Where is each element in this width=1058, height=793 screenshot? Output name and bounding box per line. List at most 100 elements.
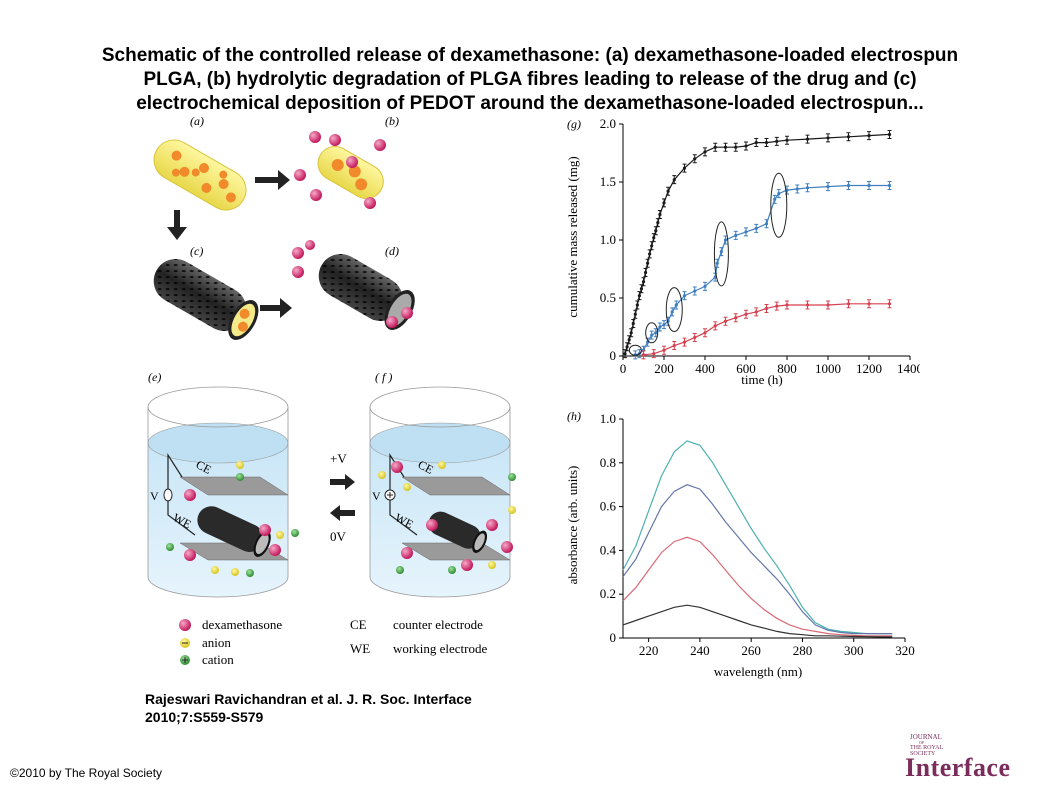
data-point <box>627 338 631 342</box>
svg-text:THE ROYAL: THE ROYAL <box>910 745 943 751</box>
data-point <box>713 324 717 328</box>
data-point <box>623 352 627 356</box>
loaded-fibre <box>153 139 247 211</box>
data-point <box>795 187 799 191</box>
chart-g-ylabel: cumulative mass released (mg) <box>565 156 580 317</box>
x-tick-label: 1200 <box>856 361 882 376</box>
beaker-f: CE WE V <box>369 386 516 598</box>
data-point <box>656 221 660 225</box>
data-point <box>744 312 748 316</box>
panel-d-label: (d) <box>385 244 399 258</box>
panel-e-label: (e) <box>148 370 161 384</box>
data-point <box>754 226 758 230</box>
series-line-3 <box>622 604 893 638</box>
panel-b-label: (b) <box>385 115 399 128</box>
journal-logo: JOURNAL OF THE ROYAL SOCIETY Interface <box>905 733 1010 780</box>
highlight-ellipse <box>628 344 642 356</box>
data-point <box>826 303 830 307</box>
chart-g-xlabel: time (h) <box>741 372 783 387</box>
released-drug-b <box>294 131 386 209</box>
release-chart: (g) cumulative mass released (mg) time (… <box>565 116 920 387</box>
legend-cation: cation <box>202 652 234 667</box>
panel-h-label: (h) <box>567 409 581 423</box>
data-point <box>650 244 654 248</box>
data-point <box>633 312 637 316</box>
x-tick-label: 0 <box>620 361 627 376</box>
data-point <box>662 201 666 205</box>
legend-ce-key: CE <box>350 617 367 632</box>
data-point <box>693 157 697 161</box>
chart-h-ylabel: absorbance (arb. units) <box>565 466 580 585</box>
data-point <box>887 302 892 306</box>
data-point <box>713 145 717 149</box>
data-point <box>754 310 758 314</box>
data-point <box>666 189 670 193</box>
data-point <box>785 303 789 307</box>
data-point <box>658 325 662 329</box>
panel-g-label: (g) <box>567 117 581 131</box>
data-point <box>658 212 662 217</box>
svg-text:OF: OF <box>919 740 925 745</box>
reverse-arrow <box>330 505 355 521</box>
data-point <box>670 310 674 314</box>
copyright: ©2010 by The Royal Society <box>10 766 163 780</box>
slide-title: Schematic of the controlled release of d… <box>40 44 1020 116</box>
data-point <box>682 166 687 170</box>
data-point <box>744 230 748 234</box>
beaker-e: CE WE V <box>147 386 299 598</box>
y-tick-label: 1.5 <box>600 174 616 189</box>
schematic-abcd: (a) (b) (c) (d) <box>153 115 415 340</box>
data-point <box>703 331 707 335</box>
data-point <box>641 353 646 357</box>
highlight-ellipse <box>645 322 659 344</box>
x-tick-label: 1000 <box>815 361 841 376</box>
data-point <box>654 229 658 233</box>
degraded-fibre <box>317 146 384 199</box>
data-point <box>703 150 707 154</box>
x-tick-label: 260 <box>741 643 761 658</box>
data-point <box>641 280 646 284</box>
pedot-fibre-released <box>318 254 415 330</box>
data-point <box>826 136 830 140</box>
data-point <box>734 316 738 320</box>
data-point <box>846 302 851 306</box>
data-point <box>643 270 648 275</box>
data-point <box>674 303 678 307</box>
y-tick-label: 0.6 <box>600 499 617 514</box>
absorbance-chart: (h) absorbance (arb. units) wavelength (… <box>565 409 915 679</box>
data-point <box>693 289 697 293</box>
data-point <box>773 197 777 201</box>
data-point <box>867 302 871 306</box>
highlight-ellipse <box>713 221 729 287</box>
data-point <box>846 135 851 139</box>
y-tick-label: 2.0 <box>600 116 616 131</box>
data-point <box>764 222 769 226</box>
data-point <box>785 138 789 142</box>
data-point <box>826 185 830 189</box>
citation-line-2: 2010;7:S559-S579 <box>145 709 264 725</box>
released-drug-d <box>292 240 413 328</box>
data-point <box>764 140 769 145</box>
svg-text:Interface: Interface <box>905 753 1010 780</box>
zero-v-label: 0V <box>330 529 347 544</box>
series-line-0 <box>622 440 893 635</box>
legend-we-desc: working electrode <box>393 641 487 656</box>
data-point <box>629 331 633 335</box>
data-point <box>631 321 635 326</box>
data-point <box>646 261 650 265</box>
citation-line-1: Rajeswari Ravichandran et al. J. R. Soc.… <box>145 691 472 707</box>
axis-lines <box>622 419 905 639</box>
y-tick-label: 1.0 <box>600 411 616 426</box>
legend: dexamethasone anion cation CE counter el… <box>179 617 487 667</box>
data-point <box>672 178 676 182</box>
chart-h-xlabel: wavelength (nm) <box>714 664 802 679</box>
data-point <box>648 252 652 256</box>
data-point <box>637 294 641 298</box>
data-point <box>639 287 644 291</box>
x-tick-label: 220 <box>639 643 659 658</box>
data-point <box>754 140 758 145</box>
axis-lines <box>622 124 910 357</box>
data-point <box>723 238 728 242</box>
data-point <box>846 183 851 188</box>
title-line-2: PLGA, (b) hydrolytic degradation of PLGA… <box>143 69 917 90</box>
